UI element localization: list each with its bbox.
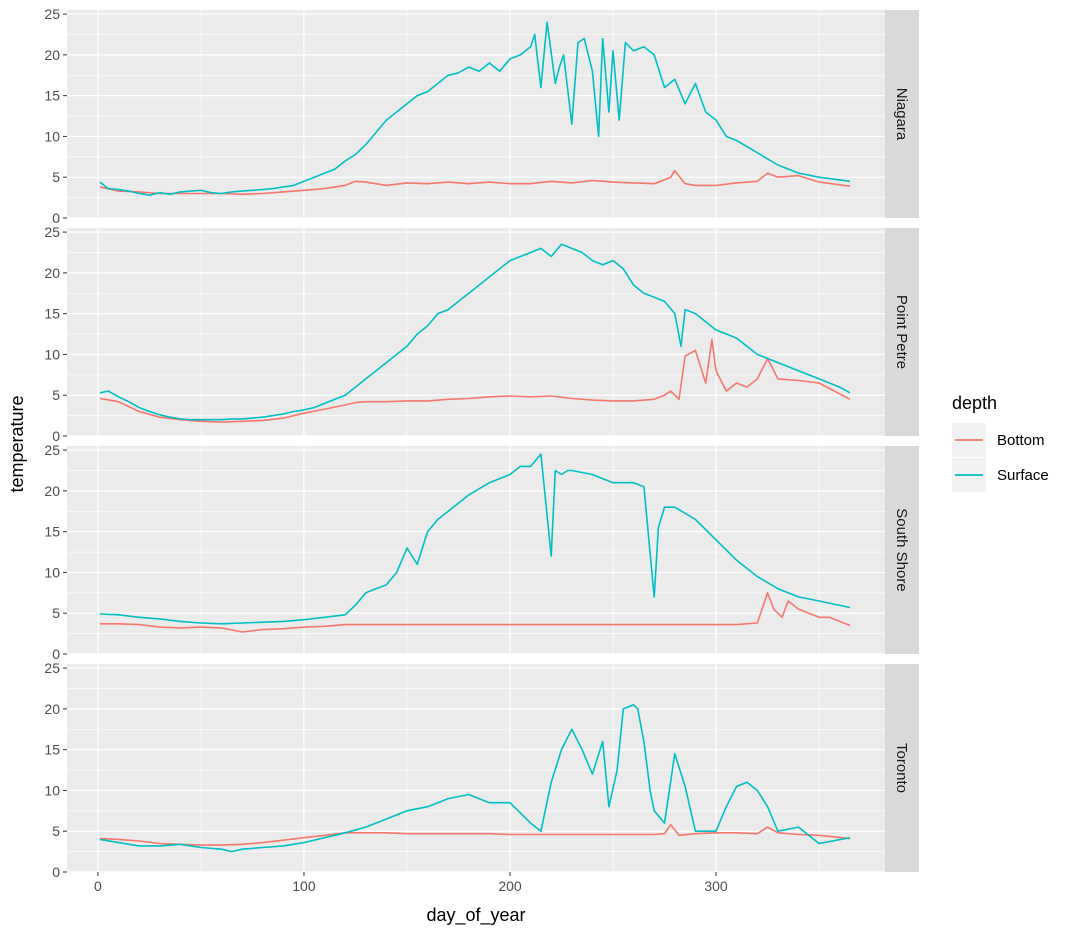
- facet-label-point-petre: Point Petre: [893, 295, 910, 369]
- facet-strip: [885, 664, 919, 872]
- series-line-surface-toronto: [99, 703, 851, 853]
- y-tick-label: 10: [44, 346, 60, 362]
- facet-label-south-shore: South Shore: [893, 508, 910, 591]
- panel-background: [67, 446, 885, 654]
- y-tick-label: 15: [44, 742, 60, 758]
- y-tick-label: 25: [44, 224, 60, 240]
- y-tick-label: 15: [44, 306, 60, 322]
- y-tick-label: 25: [44, 660, 60, 676]
- x-tick-label: 200: [498, 878, 522, 894]
- series-line-bottom-south-shore: [100, 591, 851, 633]
- series-line-bottom-toronto: [99, 823, 851, 846]
- facet-label-niagara: Niagara: [893, 88, 910, 141]
- y-tick-label: 0: [52, 210, 60, 226]
- legend-title: depth: [952, 393, 997, 413]
- y-tick-label: 0: [52, 646, 60, 662]
- panels: 0 5 10 15 20 25 Niagara 0 5 10 15 20 25 Point Petre 0 5…: [44, 6, 919, 894]
- y-axis-title: temperature: [7, 395, 27, 492]
- panel-toronto: 0 5 10 15 20 25 Toronto 0 100 200 300: [44, 660, 919, 894]
- facet-strip: [885, 228, 919, 436]
- y-tick-label: 20: [44, 265, 60, 281]
- y-tick-label: 10: [44, 128, 60, 144]
- series-line-surface-niagara: [99, 21, 851, 196]
- panel-background: [67, 10, 885, 218]
- y-tick-label: 0: [52, 864, 60, 880]
- facet-strip: [885, 10, 919, 218]
- y-tick-label: 20: [44, 47, 60, 63]
- legend-label-surface: Surface: [997, 467, 1049, 484]
- y-tick-label: 15: [44, 88, 60, 104]
- y-tick-label: 15: [44, 524, 60, 540]
- panel-niagara: 0 5 10 15 20 25 Niagara: [44, 6, 919, 226]
- y-tick-label: 5: [52, 605, 60, 621]
- series-line-bottom-niagara: [99, 169, 851, 196]
- series-line-bottom-point-petre: [99, 338, 851, 423]
- panel-background: [67, 664, 885, 872]
- series-line-surface-point-petre: [99, 243, 851, 421]
- y-tick-label: 5: [52, 823, 60, 839]
- panel-background: [67, 228, 885, 436]
- y-tick-label: 5: [52, 387, 60, 403]
- y-tick-label: 5: [52, 169, 60, 185]
- y-tick-label: 20: [44, 483, 60, 499]
- y-tick-label: 10: [44, 782, 60, 798]
- x-tick-label: 100: [292, 878, 316, 894]
- series-line-surface-south-shore: [99, 453, 851, 625]
- panel-point-petre: 0 5 10 15 20 25 Point Petre: [44, 224, 919, 444]
- y-tick-label: 0: [52, 428, 60, 444]
- facet-strip: [885, 446, 919, 654]
- y-tick-label: 25: [44, 6, 60, 22]
- y-tick-label: 25: [44, 442, 60, 458]
- x-axis-title: day_of_year: [426, 905, 525, 926]
- y-tick-label: 10: [44, 564, 60, 580]
- facet-label-toronto: Toronto: [893, 743, 910, 793]
- legend: depth Bottom Surface: [952, 393, 1049, 492]
- x-tick-label: 0: [94, 878, 102, 894]
- legend-label-bottom: Bottom: [997, 432, 1045, 449]
- x-tick-label: 300: [704, 878, 728, 894]
- y-tick-label: 20: [44, 701, 60, 717]
- panel-south-shore: 0 5 10 15 20 25 South Shore: [44, 442, 919, 662]
